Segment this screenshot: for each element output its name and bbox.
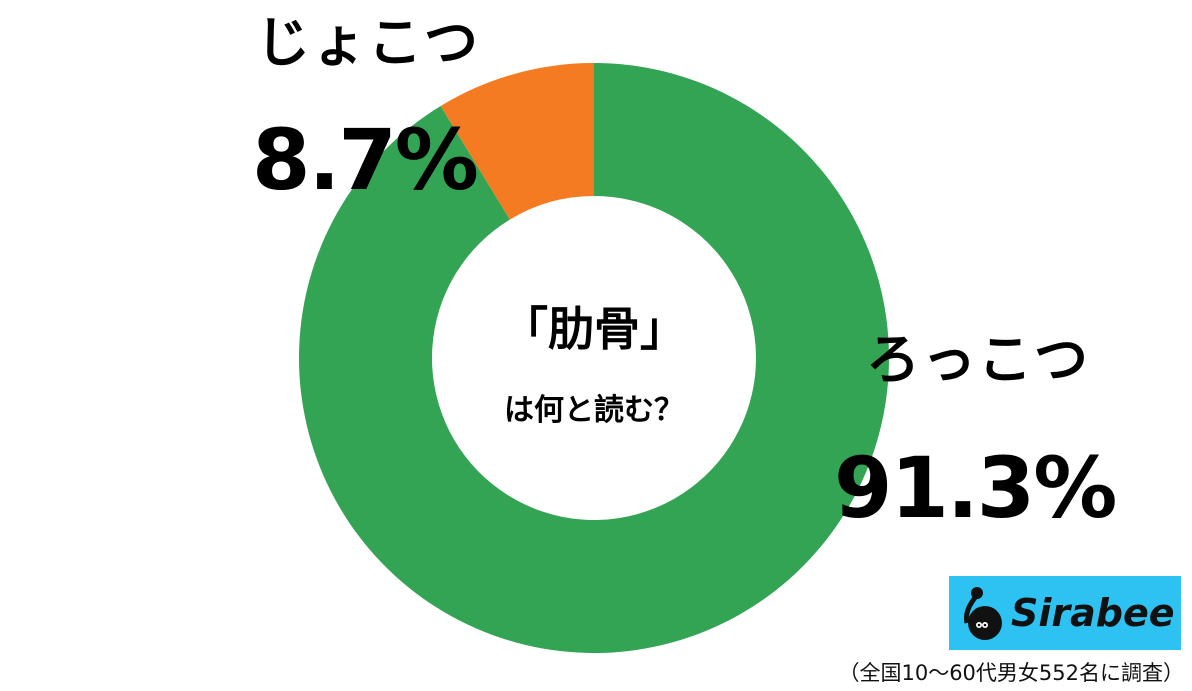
label-rokkotsu: ろっこつ xyxy=(866,328,1090,391)
sirabee-logo: Sirabee xyxy=(949,576,1181,650)
donut-slice-jokotsu xyxy=(440,63,594,220)
logo-text: Sirabee xyxy=(1011,591,1175,635)
label-jokotsu: じょこつ xyxy=(256,11,480,74)
value-jokotsu: 8.7% xyxy=(252,111,479,209)
value-rokkotsu: 91.3% xyxy=(834,439,1117,537)
donut-slice-rokkotsu xyxy=(299,63,889,653)
chart-subtitle: は何と読む？ xyxy=(504,393,684,428)
survey-footnote: （全国10〜60代男女552名に調査） xyxy=(838,661,1184,685)
chart-title: 「肋骨」 xyxy=(502,302,686,356)
sirabee-mascot-icon xyxy=(964,587,1002,640)
